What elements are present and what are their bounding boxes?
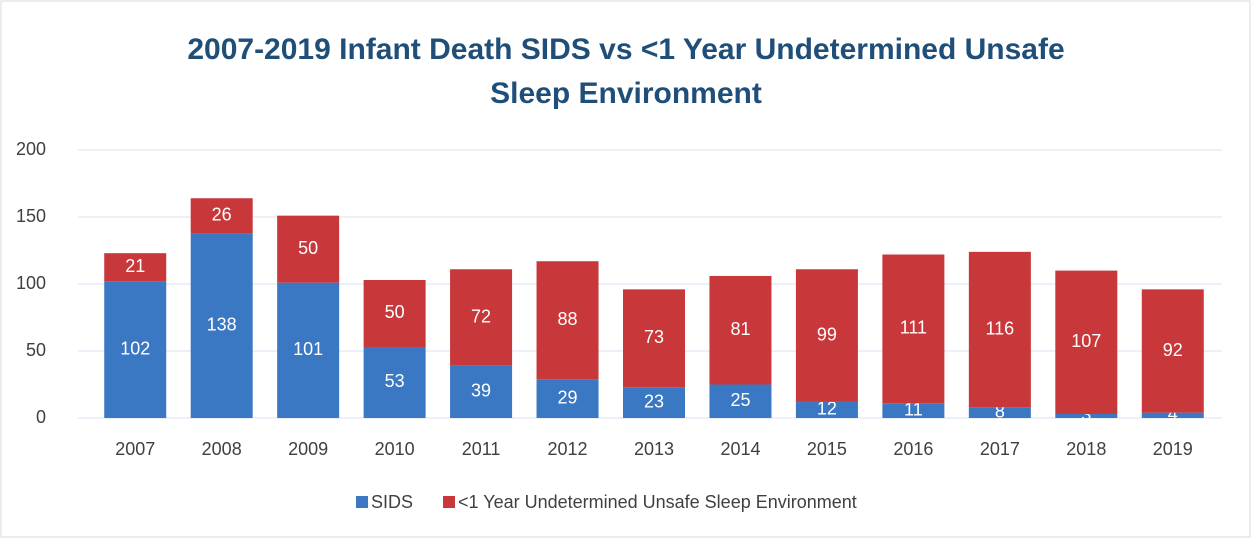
bar-segment [968, 407, 1031, 418]
bar-segment [536, 261, 599, 380]
legend-label: SIDS [371, 492, 413, 512]
bar-segment [795, 269, 858, 402]
data-label: 11 [904, 399, 923, 419]
y-tick-label: 50 [26, 340, 46, 360]
bar-segment [1055, 270, 1118, 414]
bar-segment [104, 281, 167, 418]
bar-segment [882, 403, 945, 418]
bar-segment [450, 269, 513, 366]
data-label: 81 [730, 319, 750, 339]
y-tick-label: 200 [16, 139, 46, 159]
data-label: 26 [212, 204, 232, 224]
x-tick-label: 2017 [980, 439, 1020, 459]
bar-segment [1141, 289, 1204, 413]
bar-segment [709, 384, 772, 418]
bar-segment [190, 233, 253, 418]
data-label: 138 [207, 314, 237, 334]
x-tick-label: 2013 [634, 439, 674, 459]
data-label: 107 [1071, 331, 1101, 351]
data-label: 111 [900, 318, 927, 338]
data-label: 73 [644, 327, 664, 347]
data-label: 99 [817, 324, 837, 344]
data-label: 25 [730, 390, 750, 410]
x-tick-label: 2019 [1153, 439, 1193, 459]
legend-label: <1 Year Undetermined Unsafe Sleep Enviro… [458, 492, 857, 512]
bar-segment [536, 379, 599, 418]
data-label: 23 [644, 391, 664, 411]
x-tick-label: 2016 [893, 439, 933, 459]
bar-segment [968, 251, 1031, 408]
bar-segment [623, 387, 685, 418]
x-tick-label: 2008 [202, 439, 242, 459]
data-label: 53 [385, 371, 405, 391]
data-label: 3 [1081, 405, 1091, 425]
x-tick-label: 2018 [1066, 439, 1106, 459]
x-tick-label: 2014 [720, 439, 760, 459]
bar-segment [277, 282, 340, 418]
bar-segment [1141, 412, 1204, 418]
y-tick-label: 0 [36, 407, 46, 427]
data-label: 21 [125, 256, 145, 276]
bar-segment [190, 198, 253, 234]
x-tick-label: 2015 [807, 439, 847, 459]
legend-swatch [443, 496, 456, 508]
bar-segment [277, 215, 340, 283]
data-label: 116 [985, 318, 1014, 338]
bar-segment [450, 365, 513, 418]
bar-segment [795, 401, 858, 418]
x-tick-label: 2011 [462, 439, 501, 459]
data-label: 101 [293, 339, 323, 359]
x-tick-label: 2010 [375, 439, 415, 459]
bar-segment [709, 275, 772, 385]
bar-segment [363, 279, 426, 347]
data-label: 8 [995, 401, 1005, 421]
data-label: 50 [298, 238, 318, 258]
chart-title: 2007-2019 Infant Death SIDS vs <1 Year U… [187, 33, 1065, 110]
y-tick-label: 150 [16, 206, 46, 226]
bar-segment [1055, 413, 1118, 418]
data-label: 88 [558, 309, 578, 329]
data-label: 29 [558, 387, 578, 407]
data-label: 92 [1163, 340, 1183, 360]
bar-segment [882, 254, 945, 404]
bar-segment [104, 253, 167, 282]
data-label: 50 [385, 302, 405, 322]
data-label: 4 [1168, 404, 1178, 424]
x-tick-label: 2012 [548, 439, 588, 459]
x-tick-label: 2009 [288, 439, 328, 459]
bar-segment [363, 346, 426, 418]
data-label: 102 [120, 338, 150, 358]
y-tick-label: 100 [16, 273, 46, 293]
data-label: 39 [471, 381, 491, 401]
data-label: 12 [817, 399, 837, 419]
data-label: 72 [471, 306, 491, 326]
bar-segment [623, 289, 685, 388]
legend-swatch [356, 496, 368, 508]
x-tick-label: 2007 [115, 439, 155, 459]
